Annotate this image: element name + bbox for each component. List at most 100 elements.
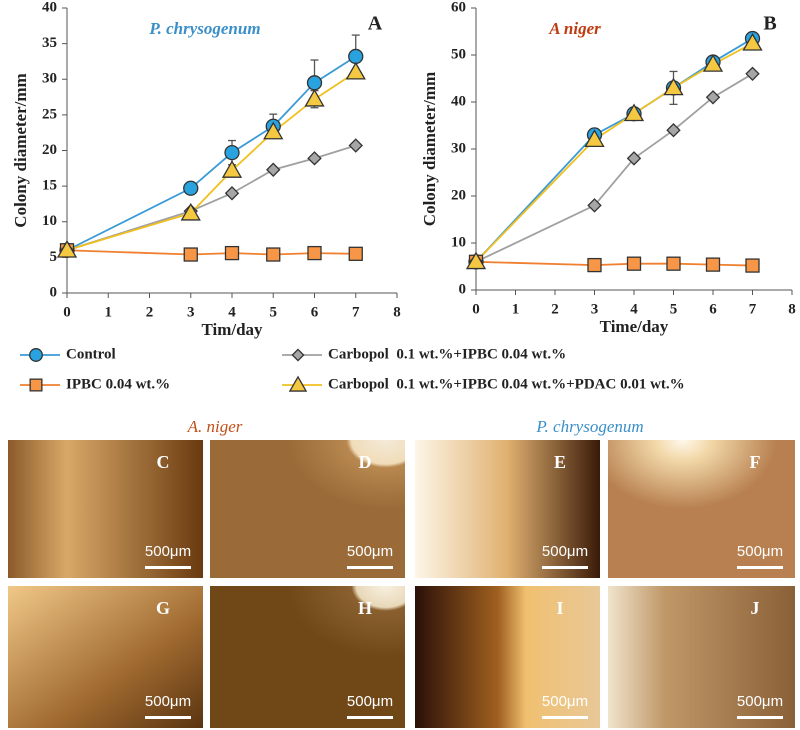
x-tick-label: 1 [512, 301, 520, 317]
y-tick-label: 0 [50, 284, 58, 300]
marker [587, 257, 602, 273]
panel-label: H [358, 598, 372, 618]
x-tick-label: 7 [749, 301, 757, 317]
scale-label: 500μm [542, 693, 588, 710]
y-tick-label: 10 [451, 234, 466, 250]
section-header: P. chrysogenum [535, 417, 643, 436]
marker [307, 151, 322, 166]
x-tick-label: 0 [472, 301, 480, 317]
y-tick-label: 0 [459, 281, 467, 297]
marker [304, 88, 325, 107]
marker [183, 180, 199, 196]
series-line [475, 42, 753, 263]
legend-marker [29, 348, 43, 362]
x-tick-label: 5 [270, 304, 278, 320]
marker [307, 245, 322, 261]
y-tick-label: 40 [42, 0, 57, 15]
marker [263, 121, 284, 140]
marker [345, 61, 366, 80]
marker [224, 186, 240, 201]
x-tick-label: 0 [63, 304, 71, 320]
x-tick-label: 4 [630, 301, 638, 317]
marker [183, 247, 198, 262]
x-tick-label: 6 [311, 304, 319, 320]
y-axis-label: Colony diameter/mm [420, 72, 439, 226]
micrograph [608, 440, 795, 578]
micrograph [210, 586, 405, 728]
marker [626, 256, 642, 271]
marker [705, 90, 721, 105]
panel-label: F [750, 452, 761, 472]
legend-marker [29, 378, 43, 392]
marker [623, 103, 645, 122]
micrograph [608, 586, 795, 728]
legend-label: IPBC 0.04 wt.% [66, 376, 170, 392]
x-tick-label: 3 [187, 304, 195, 320]
marker [745, 66, 760, 82]
x-axis-label: Time/day [600, 317, 669, 336]
series-line [475, 73, 753, 263]
y-axis-label: Colony diameter/mm [11, 73, 30, 227]
chart-title: A niger [548, 19, 601, 38]
micrograph [8, 440, 203, 578]
marker [626, 151, 642, 166]
marker [702, 54, 724, 72]
scale-label: 500μm [347, 693, 393, 710]
y-tick-label: 20 [451, 187, 466, 203]
x-axis-label: Tim/day [201, 320, 263, 339]
marker [56, 239, 78, 258]
micrograph [8, 586, 203, 728]
marker [587, 198, 602, 213]
marker [584, 129, 605, 148]
marker [266, 162, 281, 177]
marker [666, 122, 681, 138]
x-tick-label: 1 [105, 304, 113, 320]
y-tick-label: 50 [451, 46, 466, 62]
y-tick-label: 5 [50, 249, 58, 265]
marker [742, 32, 763, 51]
marker [465, 251, 487, 270]
y-tick-label: 25 [42, 106, 57, 122]
x-tick-label: 2 [551, 301, 559, 317]
x-tick-label: 4 [228, 304, 236, 320]
marker [224, 144, 240, 161]
legend-marker [291, 348, 305, 362]
scale-bar [347, 716, 393, 719]
y-tick-label: 60 [451, 0, 466, 15]
micrograph [415, 440, 600, 578]
scale-bar [542, 566, 588, 569]
micrograph [210, 440, 405, 578]
legend-marker [288, 375, 308, 392]
x-tick-label: 6 [709, 301, 717, 317]
chart-title: P. chrysogenum [148, 19, 260, 38]
scale-label: 500μm [145, 693, 191, 710]
panel-label: D [359, 452, 372, 472]
y-tick-label: 15 [42, 178, 57, 194]
marker [348, 48, 364, 65]
scale-label: 500μm [145, 543, 191, 560]
marker [705, 257, 721, 272]
scale-label: 500μm [737, 543, 783, 560]
marker [745, 258, 760, 273]
scale-bar [542, 716, 588, 719]
marker [348, 138, 363, 153]
scale-label: 500μm [737, 693, 783, 710]
scale-label: 500μm [347, 543, 393, 560]
y-tick-label: 35 [42, 35, 57, 51]
panel-label: I [556, 598, 563, 618]
marker [224, 245, 240, 261]
x-tick-label: 8 [788, 301, 796, 317]
x-tick-label: 5 [670, 301, 678, 317]
legend-label: Control [66, 346, 116, 362]
y-tick-label: 30 [451, 140, 466, 156]
series-line [475, 37, 753, 263]
panel-label: J [751, 598, 760, 618]
series-line [66, 71, 357, 252]
marker [348, 246, 363, 261]
panel-label: E [554, 452, 566, 472]
panel-label: G [156, 598, 170, 618]
marker [180, 202, 201, 221]
x-tick-label: 8 [393, 304, 401, 320]
y-tick-label: 20 [42, 142, 57, 158]
